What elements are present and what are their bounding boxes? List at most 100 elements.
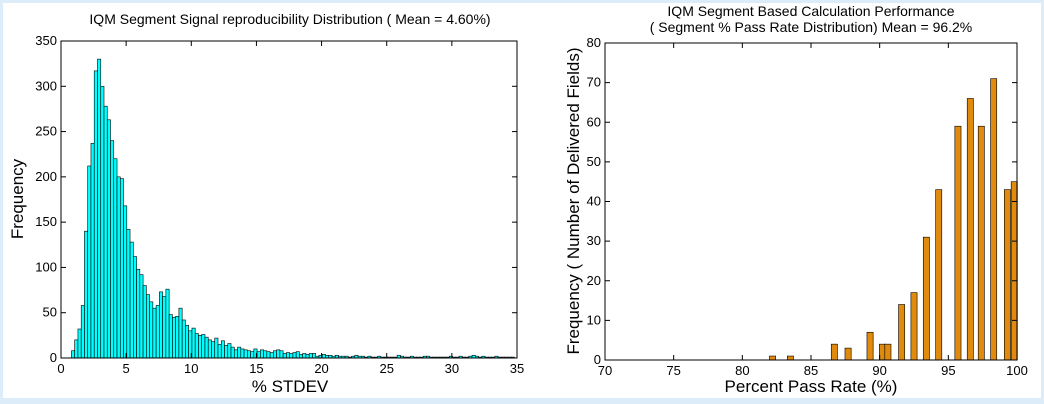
pass-rate-bar [844,347,852,361]
histogram-bar [295,351,300,359]
histogram-bar [260,349,264,359]
x-tick-label: 35 [510,361,524,376]
left-chart-title: IQM Segment Signal reproducibility Distr… [89,11,490,27]
right-bar-chart: IQM Segment Based Calculation Performanc… [564,3,1028,396]
histogram-bar [146,294,150,359]
histogram-bar [175,316,180,359]
left-y-ticks: 0 50 100 150 200 250 300 350 [35,33,517,365]
histogram-bar [87,165,92,359]
histogram-bar [305,354,310,359]
histogram-bar [240,348,245,359]
pass-rate-bar [922,236,930,361]
pass-rate-bar [898,304,906,361]
histogram-bar [103,105,108,359]
histogram-bar [110,140,115,359]
y-tick-label: 60 [587,114,601,129]
y-tick-label: 350 [35,33,57,48]
histogram-bar [152,307,157,359]
histogram-bar [273,350,277,359]
right-x-ticks: 70 75 80 85 90 95 100 [598,43,1028,378]
left-plot-frame [60,40,518,359]
histogram-bar [233,349,238,359]
pass-rate-bar [787,355,794,361]
x-tick-label: 0 [57,361,64,376]
y-tick-label: 250 [35,124,57,139]
x-tick-label: 70 [598,363,612,378]
histogram-bar [302,353,307,359]
histogram-bar [211,341,216,359]
histogram-bar [185,325,189,359]
y-tick-label: 0 [594,352,601,367]
histogram-bar [198,335,203,359]
right-chart-title: IQM Segment Based Calculation Performanc… [667,3,954,19]
x-tick-label: 20 [314,361,328,376]
histogram-bar [230,346,235,359]
histogram-bar [194,333,199,359]
y-tick-label: 150 [35,214,57,229]
histogram-bar [292,352,297,359]
histogram-bar [178,307,183,359]
histogram-bar [321,354,326,359]
histogram-bar [204,336,209,359]
right-x-axis-label: Percent Pass Rate (%) [725,377,898,396]
histogram-bar [276,349,281,359]
x-tick-label: 100 [1006,363,1028,378]
histogram-bar [168,314,173,359]
histogram-bar [286,352,290,359]
histogram-bar [250,351,255,359]
y-tick-label: 40 [587,194,601,209]
x-tick-label: 30 [445,361,459,376]
histogram-bar [299,354,303,359]
x-tick-label: 25 [379,361,393,376]
right-bars-group [769,78,1018,361]
y-tick-label: 50 [43,305,57,320]
histogram-bar [116,176,121,359]
histogram-bar [224,345,229,359]
y-tick-label: 300 [35,78,57,93]
y-tick-label: 0 [50,350,57,365]
y-tick-label: 20 [587,273,601,288]
histogram-bar [181,319,186,359]
left-x-ticks: 0 5 10 15 20 25 30 35 [57,41,524,376]
histogram-bar [269,352,274,359]
right-chart-subtitle: ( Segment % Pass Rate Distribution) Mean… [650,19,973,35]
histogram-bar [71,350,75,359]
histogram-bar [247,350,251,359]
figure-canvas: IQM Segment Signal reproducibility Distr… [3,3,1041,398]
right-y-axis-label: Frequency ( Number of Delivered Fields) [564,47,583,354]
histogram-bar [97,58,102,359]
histogram-bar [207,339,212,359]
y-tick-label: 80 [587,35,601,50]
histogram-bar [106,119,111,359]
histogram-bar [279,350,284,359]
pass-rate-bar [935,189,943,361]
left-x-axis-label: % STDEV [252,377,329,396]
histogram-bar [312,353,317,359]
histogram-bar [77,328,82,359]
histogram-bar [191,327,196,359]
histogram-bar [142,285,147,359]
charts-svg: IQM Segment Signal reproducibility Distr… [8,3,1028,396]
x-tick-label: 5 [123,361,130,376]
histogram-bar [243,349,248,359]
pass-rate-bar [910,292,918,361]
histogram-bar [84,230,89,359]
pass-rate-bar [966,98,974,361]
histogram-bar [90,143,95,359]
pass-rate-bar [977,125,985,361]
histogram-bar [136,268,141,359]
y-tick-label: 70 [587,75,601,90]
histogram-bar [220,340,225,359]
pass-rate-bar [1010,181,1018,361]
histogram-bar [282,353,287,359]
histogram-bar [113,158,118,359]
y-tick-label: 100 [35,259,57,274]
pass-rate-bar [830,343,838,361]
histogram-bar [139,274,144,359]
histogram-bar [149,301,154,359]
histogram-bar [100,85,105,359]
x-tick-label: 80 [735,363,749,378]
histogram-bar [263,350,268,359]
pass-rate-bar [866,331,874,361]
pass-rate-bar [954,125,962,361]
